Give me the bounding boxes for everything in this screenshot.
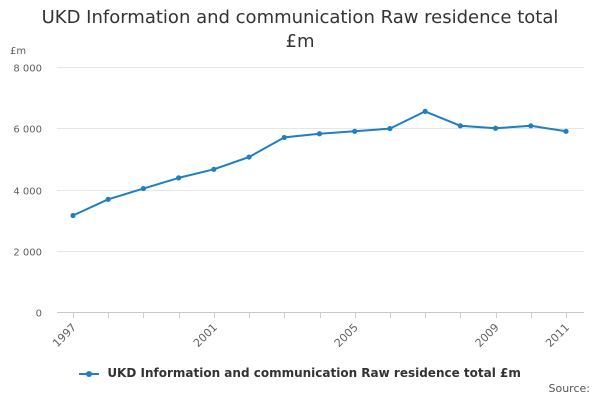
legend-series-label: UKD Information and communication Raw re… (107, 366, 521, 380)
data-point-2004[interactable] (316, 131, 323, 137)
data-point-2003[interactable] (281, 134, 287, 141)
legend-series-marker (79, 369, 100, 379)
data-point-2009[interactable] (492, 125, 499, 131)
x-tick-label: 2009 (473, 321, 502, 350)
y-tick-label: 2 000 (13, 248, 42, 259)
chart-title-line-2: £m (285, 31, 315, 52)
chart-title-line-1: UKD Information and communication Raw re… (41, 7, 559, 28)
y-tick-label: 4 000 (13, 187, 42, 198)
x-tick-label: 1997 (50, 321, 79, 350)
series-line (72, 110, 567, 217)
y-tick-label: 8 000 (13, 64, 42, 75)
y-tick-label: 0 (36, 309, 42, 320)
source-credit[interactable]: Source: (548, 382, 591, 395)
legend-dot (86, 370, 93, 377)
data-point-2001[interactable] (211, 166, 217, 172)
y-axis-unit-label: £m (10, 46, 27, 57)
data-point-2008[interactable] (457, 123, 463, 129)
data-point-1997[interactable] (70, 212, 76, 219)
data-point-2002[interactable] (246, 154, 252, 160)
data-point-2010[interactable] (528, 123, 534, 129)
x-tick-label: 2001 (191, 321, 220, 350)
data-point-2005[interactable] (352, 128, 358, 134)
data-point-2007[interactable] (422, 108, 428, 115)
legend[interactable]: UKD Information and communication Raw re… (0, 366, 600, 380)
data-point-1999[interactable] (140, 185, 147, 192)
x-tick-label: 2011 (543, 321, 572, 350)
y-axis-ticks: 0 2 000 4 000 6 000 8 000 (13, 64, 42, 320)
y-tick-label: 6 000 (13, 125, 42, 136)
chart-title: UKD Information and communication Raw re… (0, 6, 600, 54)
data-point-1998[interactable] (105, 196, 111, 202)
x-axis-ticks: 1997 2001 2005 2009 2011 (50, 312, 572, 350)
data-point-2011[interactable] (563, 128, 569, 134)
data-point-2000[interactable] (176, 175, 182, 181)
data-point-2006[interactable] (387, 125, 393, 132)
series-group (70, 108, 569, 219)
x-tick-label: 2005 (332, 321, 361, 350)
